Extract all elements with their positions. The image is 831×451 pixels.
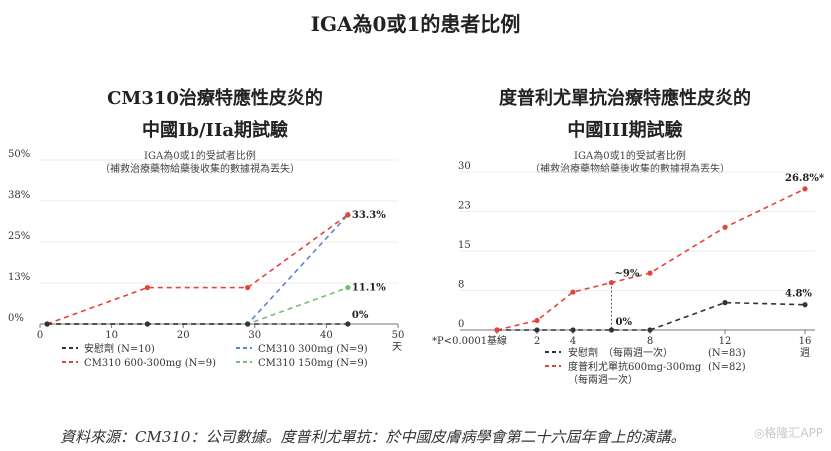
left-series-line (46, 214, 349, 325)
right-data-point (722, 300, 728, 306)
right-data-point (802, 302, 808, 308)
right-data-point (802, 186, 808, 192)
right-y-tick-label: 8 (458, 280, 464, 291)
left-series-line (47, 286, 349, 325)
source-note: 資料來源：CM310：公司數據。度普利尤單抗：於中國皮膚病學會第二十六屆年會上的… (60, 428, 686, 446)
left-x-tick-label: 20 (177, 330, 190, 341)
right-chart-subtitle-line1: IGA為0或1的受試者比例 (574, 149, 686, 162)
right-legend-n: (N=82) (708, 362, 746, 373)
right-chart-title-line1: 度普利尤單抗治療特應性皮炎的 (499, 88, 751, 109)
right-y-tick-label: 15 (458, 240, 471, 251)
left-x-unit-label: 天 (392, 342, 402, 353)
left-data-point (144, 284, 150, 291)
left-y-tick-label: 38% (8, 190, 30, 201)
page-title: IGA為0或1的患者比例 (310, 12, 521, 36)
left-x-tick-label: 40 (320, 330, 333, 341)
right-chart-subtitle-line2: （補救治療藥物給藥後收集的數據視為丟失） (530, 162, 730, 175)
right-data-point (608, 280, 615, 286)
left-data-point (245, 284, 251, 291)
right-data-point (570, 289, 576, 295)
left-x-tick-label: 50 (392, 330, 405, 341)
right-data-point (608, 327, 615, 333)
right-data-point (647, 270, 653, 276)
left-legend-label: CM310 600-300mg (N=9) (84, 358, 216, 369)
left-data-point (245, 321, 251, 327)
left-y-tick-label: 50% (8, 149, 30, 160)
left-y-tick-label: 13% (8, 272, 30, 283)
left-data-label: 0% (352, 310, 369, 321)
left-legend-label: 安慰劑 (N=10) (84, 342, 155, 355)
left-x-tick-label: 10 (105, 330, 118, 341)
left-y-tick-label: 0% (8, 313, 24, 324)
significance-note: *P<0.0001 (432, 336, 487, 347)
right-x-tick-label: 2 (534, 336, 540, 347)
left-data-point (345, 212, 351, 218)
right-x-tick-label: 16 (799, 336, 812, 347)
left-x-tick-label: 0 (37, 330, 43, 341)
right-legend-n: (N=83) (708, 348, 746, 359)
right-legend-label: 度普利尤單抗600mg-300mg (568, 360, 702, 373)
left-chart-subtitle-line2: （補救治療藥物給藥後收集的數據視為丟失） (100, 162, 300, 175)
right-data-point (534, 327, 540, 333)
right-data-point (570, 327, 576, 333)
left-chart-title-line2: 中國Ib/IIa期試驗 (141, 120, 289, 141)
left-series-line (47, 214, 349, 325)
right-data-point (722, 224, 728, 230)
right-y-tick-label: 0 (458, 319, 464, 330)
left-data-point (44, 321, 50, 327)
left-data-point (345, 321, 351, 327)
left-legend-label: CM310 150mg (N=9) (258, 358, 368, 369)
right-x-tick-label: 4 (570, 336, 576, 347)
right-x-unit-label: 週 (800, 347, 810, 359)
right-data-point (494, 327, 500, 333)
right-legend-label-line2: （每兩週一次） (568, 373, 638, 386)
right-y-tick-label: 23 (458, 201, 471, 212)
right-data-label: 26.8%* (785, 173, 825, 184)
right-y-tick-label: 30 (458, 161, 471, 172)
right-chart-title-line2: 中國III期試驗 (567, 120, 683, 141)
watermark: ◎格隆汇APP (753, 426, 823, 440)
left-data-point (144, 321, 150, 327)
left-data-label: 11.1% (352, 283, 386, 294)
right-data-point (647, 327, 653, 333)
left-x-tick-label: 30 (248, 330, 261, 341)
right-legend-label: 安慰劑 （每兩週一次） (568, 346, 673, 359)
left-y-tick-label: 25% (8, 231, 30, 242)
left-data-point (345, 284, 351, 291)
right-x-tick-label: 基線 (487, 334, 507, 347)
right-x-tick-label: 8 (647, 336, 653, 347)
right-data-point (534, 317, 540, 324)
right-x-tick-label: 12 (719, 336, 732, 347)
left-chart-title-line1: CM310治療特應性皮炎的 (107, 88, 323, 109)
right-data-label: 4.8% (785, 289, 812, 300)
left-data-label: 33.3% (352, 210, 386, 221)
annotation-label: 0% (616, 317, 633, 328)
left-legend-label: CM310 300mg (N=9) (258, 344, 368, 355)
left-chart-subtitle-line1: IGA為0或1的受試者比例 (144, 149, 256, 162)
right-series-line (496, 188, 806, 331)
annotation-label: ~9% (615, 269, 640, 280)
